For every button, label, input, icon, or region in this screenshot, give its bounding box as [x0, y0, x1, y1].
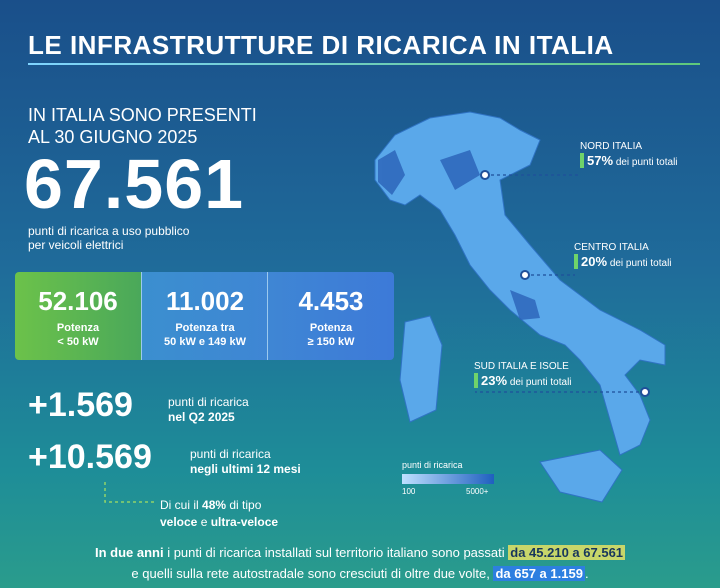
intro-line: IN ITALIA SONO PRESENTI — [28, 105, 257, 125]
legend-ramp — [402, 474, 494, 484]
note-text: veloce — [160, 515, 198, 529]
footer-highlight: da 657 a 1.159 — [493, 566, 585, 581]
note-text: 48% — [202, 498, 227, 512]
box-label: 50 kW e 149 kW — [164, 336, 246, 348]
box-label: Potenza — [309, 322, 353, 334]
note-text: ultra-veloce — [210, 515, 279, 529]
total: 67.561 — [24, 145, 245, 223]
growth-line: nel Q2 2025 — [168, 410, 235, 424]
growth-line: punti di ricarica — [168, 395, 249, 409]
growth-text: punti di ricarica negli ultimi 12 mesi — [190, 447, 301, 477]
note-text: e — [197, 515, 211, 529]
footer-text: e quelli sulla rete autostradale sono cr… — [131, 566, 494, 581]
region-name: NORD ITALIA — [580, 141, 643, 152]
region-share: 57% — [580, 153, 614, 168]
sardinia — [399, 315, 443, 423]
growth-line: punti di ricarica — [190, 447, 271, 461]
power-box: 11.002 Potenza tra 50 kW e 149 kW — [141, 272, 268, 360]
box-value: 4.453 — [298, 286, 364, 316]
footer-line: In due anni i punti di ricarica installa… — [0, 545, 720, 560]
box-value: 52.106 — [38, 286, 118, 316]
footer-text: In due anni — [94, 545, 164, 560]
caption: punti di ricarica a uso pubblico per veic… — [28, 224, 189, 252]
box-label: Potenza tra — [175, 322, 235, 334]
title: LE INFRASTRUTTURE DI RICARICA IN ITALIA — [28, 30, 614, 60]
region: CENTRO ITALIA 20% dei punti totali — [574, 241, 672, 271]
intro: IN ITALIA SONO PRESENTI AL 30 GIUGNO 2025 — [28, 104, 257, 148]
caption-line: per veicoli elettrici — [28, 238, 124, 252]
sicily — [539, 449, 623, 503]
footer-line: e quelli sulla rete autostradale sono cr… — [0, 566, 720, 581]
region-name: CENTRO ITALIA — [574, 242, 649, 253]
box-label: Potenza — [56, 322, 100, 334]
legend-min: 100 — [402, 487, 416, 496]
growth-line: negli ultimi 12 mesi — [190, 462, 301, 476]
note-text: di tipo — [226, 498, 262, 512]
italy-mainland — [374, 111, 666, 456]
region-share: 20% — [574, 254, 608, 269]
region-name: SUD ITALIA E ISOLE — [474, 361, 569, 372]
footer-text: . — [584, 566, 589, 581]
note: Di cui il 48% di tipo veloce e ultra-velo… — [160, 497, 278, 531]
note-connector — [104, 482, 155, 503]
footer-text: i punti di ricarica installati sul terri… — [163, 545, 509, 560]
region-share: 23% — [474, 373, 508, 388]
power-box: 52.106 Potenza < 50 kW — [15, 272, 141, 360]
region-text: dei punti totali — [615, 157, 678, 168]
caption-line: punti di ricarica a uso pubblico — [28, 224, 190, 238]
legend-max: 5000+ — [466, 487, 489, 496]
region-text: dei punti totali — [509, 377, 572, 388]
intro-line: AL 30 GIUGNO 2025 — [28, 127, 198, 147]
legend-title: punti di ricarica — [402, 460, 463, 470]
box-label: ≥ 150 kW — [307, 336, 355, 348]
box-label: < 50 kW — [57, 336, 99, 348]
growth-text: punti di ricarica nel Q2 2025 — [168, 395, 249, 425]
box-value: 11.002 — [165, 286, 245, 316]
region-text: dei punti totali — [609, 258, 672, 269]
growth-value: +10.569 — [28, 438, 152, 476]
footer-highlight: da 45.210 a 67.561 — [508, 545, 626, 560]
title-rule — [28, 63, 700, 65]
growth-value: +1.569 — [28, 386, 133, 424]
region: NORD ITALIA 57% dei punti totali — [580, 140, 678, 170]
power-box: 4.453 Potenza ≥ 150 kW — [267, 272, 394, 360]
region: SUD ITALIA E ISOLE 23% dei punti totali — [474, 360, 572, 390]
note-text: Di cui il — [160, 498, 203, 512]
